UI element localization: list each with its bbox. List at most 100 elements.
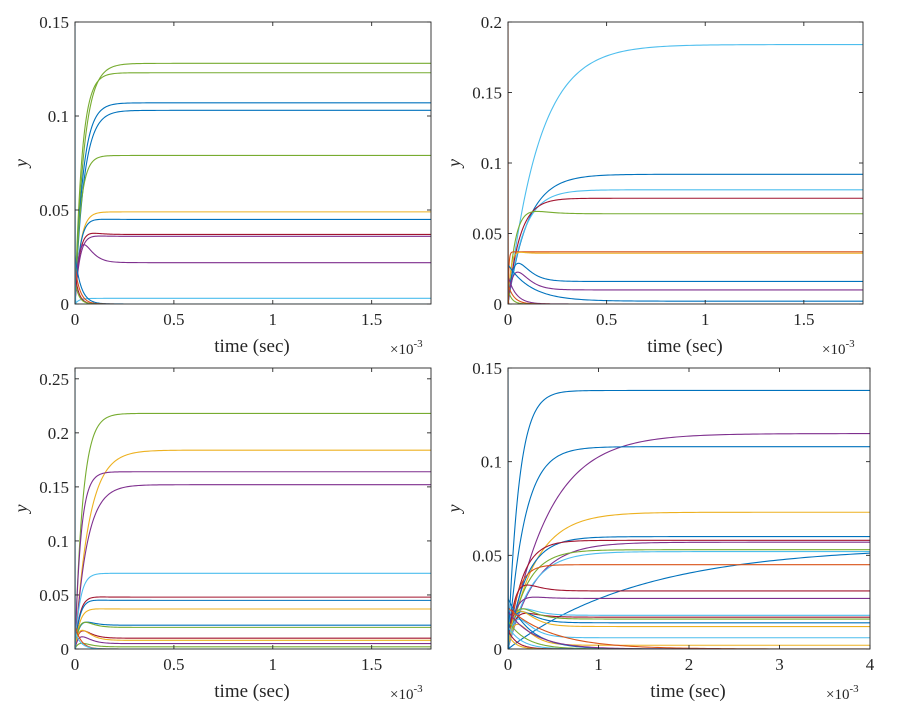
series-group bbox=[75, 368, 431, 649]
series-line-4 bbox=[75, 109, 431, 304]
series-line-15 bbox=[75, 281, 431, 304]
series-line-11 bbox=[508, 564, 870, 649]
chart-panel-2: 0 0.5 1 1.5 0 0.05 0.1 0.15 0.2 time (sec) y ×10-3 bbox=[444, 13, 864, 358]
x-tick-label: 0.5 bbox=[596, 310, 617, 329]
series-line-6 bbox=[508, 251, 863, 304]
x-tick-label: 3 bbox=[775, 655, 784, 674]
y-axis-label: y bbox=[444, 159, 464, 169]
y-tick-label: 0.2 bbox=[481, 13, 502, 32]
x-tick-label: 1.5 bbox=[793, 310, 814, 329]
series-line-26 bbox=[508, 629, 870, 649]
y-tick-label: 0.1 bbox=[48, 107, 69, 126]
chart-panel-4: 0 1 2 3 4 0 0.05 0.1 0.15 time (sec) y ×10-3 bbox=[444, 359, 875, 703]
series-line-7 bbox=[508, 251, 863, 304]
series-line-5 bbox=[508, 536, 870, 649]
x-exponent-label: ×10-3 bbox=[390, 683, 423, 703]
series-line-5 bbox=[508, 210, 863, 304]
x-exponent-base: ×10 bbox=[822, 342, 845, 358]
series-line-11 bbox=[508, 275, 863, 304]
series-line-7 bbox=[508, 541, 870, 649]
series-line-3 bbox=[508, 189, 863, 304]
series-line-8 bbox=[508, 262, 863, 304]
series-line-17 bbox=[75, 368, 431, 649]
y-axis-label: y bbox=[11, 505, 31, 515]
y-tick-label: 0.1 bbox=[481, 154, 502, 173]
series-line-7 bbox=[75, 599, 431, 649]
y-axis-label: y bbox=[444, 505, 464, 515]
x-tick-label: 0 bbox=[504, 310, 513, 329]
series-line-27 bbox=[508, 633, 870, 649]
chart-panel-1: 0 0.5 1 1.5 0 0.05 0.1 0.15 time (sec) y ×10-3 bbox=[11, 13, 432, 358]
series-line-6 bbox=[75, 596, 431, 649]
chart-panel-3: 0 0.5 1 1.5 0 0.05 0.1 0.15 0.2 0.25 time (sec) y ×1… bbox=[11, 367, 432, 703]
y-tick-label: 0.1 bbox=[481, 453, 502, 472]
series-line-11 bbox=[75, 630, 431, 649]
x-axis-label: time (sec) bbox=[214, 681, 289, 702]
series-group bbox=[508, 22, 863, 304]
series-line-28 bbox=[508, 368, 870, 649]
series-line-8 bbox=[508, 552, 870, 649]
x-exponent-base: ×10 bbox=[390, 342, 413, 358]
series-line-1 bbox=[75, 62, 431, 304]
x-tick-label: 1 bbox=[701, 310, 710, 329]
series-line-6 bbox=[75, 211, 431, 304]
series-line-12 bbox=[75, 254, 431, 304]
series-line-10 bbox=[75, 244, 431, 304]
series-line-13 bbox=[75, 636, 431, 649]
plot-frame bbox=[74, 367, 432, 650]
x-exponent-power: -3 bbox=[845, 338, 855, 350]
y-tick-label: 0.05 bbox=[39, 586, 69, 605]
x-tick-label: 0 bbox=[71, 310, 80, 329]
series-line-8 bbox=[75, 608, 431, 649]
y-tick-label: 0 bbox=[494, 295, 503, 314]
x-tick-label: 1.5 bbox=[361, 310, 382, 329]
series-line-10 bbox=[508, 264, 863, 302]
series-line-1 bbox=[508, 44, 863, 304]
x-exponent-label: ×10-3 bbox=[822, 338, 855, 358]
series-line-18 bbox=[508, 610, 870, 649]
series-line-2 bbox=[75, 72, 431, 304]
y-tick-label: 0.15 bbox=[472, 359, 502, 378]
series-line-2 bbox=[75, 449, 431, 649]
y-tick-label: 0.15 bbox=[39, 13, 69, 32]
x-tick-label: 0.5 bbox=[163, 310, 184, 329]
y-tick-label: 0.15 bbox=[39, 478, 69, 497]
series-line-11 bbox=[75, 297, 431, 304]
series-line-19 bbox=[508, 618, 870, 649]
series-line-13 bbox=[508, 289, 863, 304]
series-line-3 bbox=[75, 102, 431, 304]
y-tick-label: 0 bbox=[61, 295, 70, 314]
series-line-12 bbox=[508, 284, 863, 304]
series-line-14 bbox=[75, 273, 431, 304]
series-line-13 bbox=[75, 266, 431, 304]
series-group bbox=[75, 22, 431, 304]
y-tick-label: 0.05 bbox=[472, 546, 502, 565]
series-line-20 bbox=[508, 623, 870, 649]
series-line-12 bbox=[508, 584, 870, 649]
x-exponent-label: ×10-3 bbox=[390, 338, 423, 358]
plot-frame bbox=[507, 21, 864, 305]
series-line-14 bbox=[508, 22, 863, 304]
series-line-5 bbox=[75, 154, 431, 304]
y-tick-label: 0.05 bbox=[472, 225, 502, 244]
x-exponent-power: -3 bbox=[413, 338, 423, 350]
series-line-16 bbox=[75, 631, 431, 649]
x-tick-label: 2 bbox=[685, 655, 694, 674]
series-line-9 bbox=[75, 621, 431, 649]
series-line-12 bbox=[75, 629, 431, 649]
y-tick-label: 0 bbox=[61, 640, 70, 659]
series-line-4 bbox=[508, 197, 863, 304]
series-line-1 bbox=[508, 389, 870, 649]
series-line-22 bbox=[508, 607, 870, 649]
x-tick-label: 0 bbox=[71, 655, 80, 674]
x-tick-label: 4 bbox=[866, 655, 875, 674]
y-tick-label: 0.1 bbox=[48, 532, 69, 551]
series-line-3 bbox=[75, 471, 431, 649]
x-tick-label: 0.5 bbox=[163, 655, 184, 674]
x-tick-label: 1 bbox=[269, 310, 278, 329]
x-exponent-power: -3 bbox=[849, 683, 859, 695]
y-tick-label: 0 bbox=[494, 640, 503, 659]
plot-frame bbox=[74, 21, 432, 305]
series-line-10 bbox=[75, 621, 431, 649]
series-line-21 bbox=[508, 598, 870, 649]
